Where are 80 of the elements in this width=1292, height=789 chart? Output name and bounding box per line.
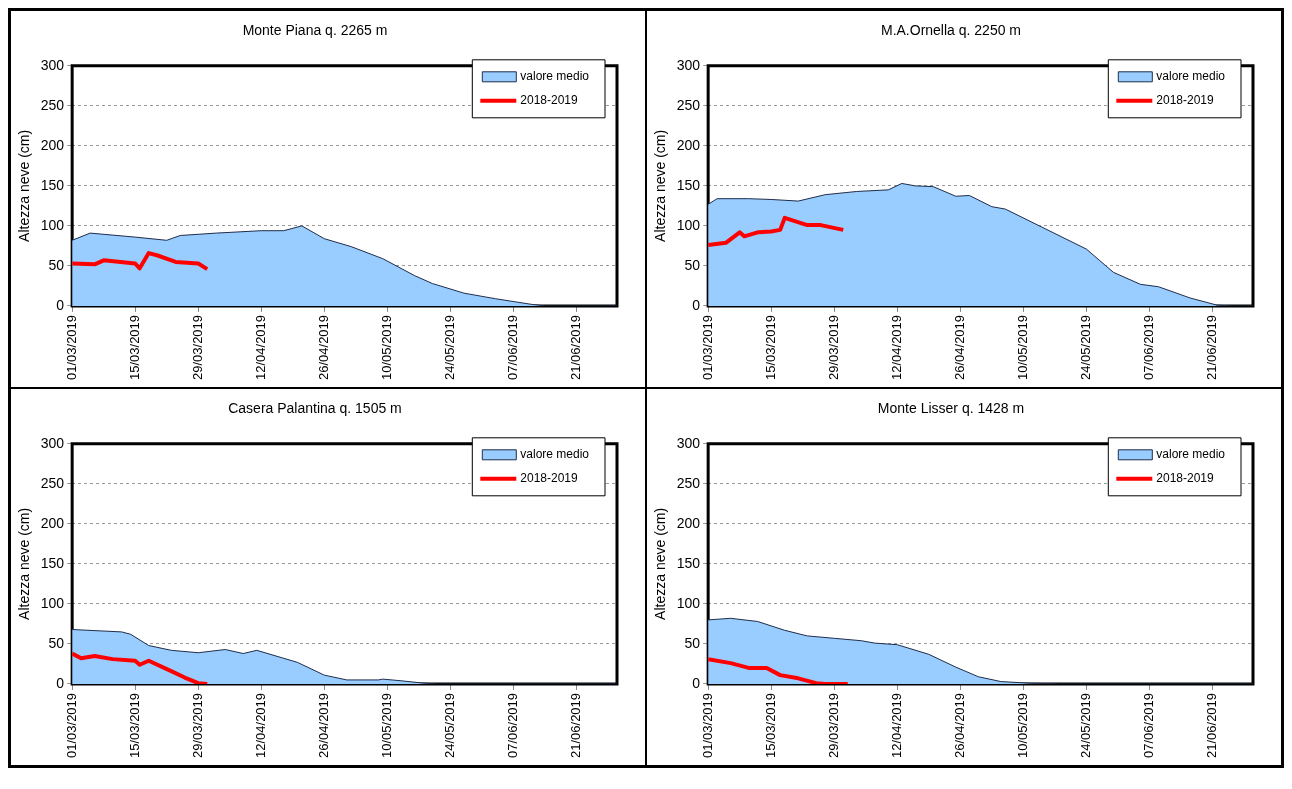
y-tick-label: 150 xyxy=(676,176,701,193)
y-tick-label: 300 xyxy=(40,434,65,451)
y-tick-label: 0 xyxy=(692,296,701,313)
x-tick-label: 21/06/2019 xyxy=(1204,314,1220,381)
x-tick-label: 26/04/2019 xyxy=(315,314,331,381)
x-tick-label: 12/04/2019 xyxy=(252,692,268,759)
x-tick-label: 26/04/2019 xyxy=(951,692,967,759)
y-tick-label: 250 xyxy=(676,474,701,491)
x-tick-label: 15/03/2019 xyxy=(762,314,778,381)
x-tick-label: 01/03/2019 xyxy=(699,692,715,759)
y-axis-title: Altezza neve (cm) xyxy=(652,129,669,242)
x-tick-label: 07/06/2019 xyxy=(505,692,521,759)
x-tick-label: 29/03/2019 xyxy=(825,314,841,381)
chart-title: Casera Palantina q. 1505 m xyxy=(228,400,402,417)
y-axis-title: Altezza neve (cm) xyxy=(652,507,669,620)
legend-label: valore medio xyxy=(1156,447,1226,462)
x-tick-label: 26/04/2019 xyxy=(951,314,967,381)
x-tick-label: 12/04/2019 xyxy=(888,314,904,381)
legend-label: 2018-2019 xyxy=(520,471,579,486)
y-tick-label: 50 xyxy=(48,634,65,651)
x-tick-label: 07/06/2019 xyxy=(505,314,521,381)
x-tick-label: 15/03/2019 xyxy=(126,314,142,381)
y-tick-label: 50 xyxy=(48,256,65,273)
legend-label: valore medio xyxy=(520,447,590,462)
chart-title: Monte Piana q. 2265 m xyxy=(242,22,388,39)
x-tick-label: 15/03/2019 xyxy=(762,692,778,759)
x-tick-label: 10/05/2019 xyxy=(1014,314,1030,381)
legend-label: 2018-2019 xyxy=(1156,471,1215,486)
y-tick-label: 50 xyxy=(684,634,701,651)
y-axis-title: Altezza neve (cm) xyxy=(16,507,33,620)
x-tick-label: 01/03/2019 xyxy=(63,692,79,759)
x-tick-label: 29/03/2019 xyxy=(825,692,841,759)
y-tick-label: 250 xyxy=(40,474,65,491)
y-tick-label: 300 xyxy=(40,56,65,73)
y-tick-label: 0 xyxy=(56,674,65,691)
y-tick-label: 0 xyxy=(56,296,65,313)
x-tick-label: 24/05/2019 xyxy=(441,692,457,759)
y-tick-label: 200 xyxy=(676,514,701,531)
x-tick-label: 07/06/2019 xyxy=(1141,314,1157,381)
x-tick-label: 07/06/2019 xyxy=(1141,692,1157,759)
chart-title: M.A.Ornella q. 2250 m xyxy=(880,22,1022,39)
x-tick-label: 01/03/2019 xyxy=(699,314,715,381)
y-tick-label: 150 xyxy=(676,554,701,571)
legend-label: valore medio xyxy=(520,69,590,84)
y-tick-label: 150 xyxy=(40,554,65,571)
legend-label: valore medio xyxy=(1156,69,1226,84)
y-tick-label: 100 xyxy=(676,216,701,233)
y-tick-label: 50 xyxy=(684,256,701,273)
y-tick-label: 200 xyxy=(676,136,701,153)
y-tick-label: 250 xyxy=(676,96,701,113)
x-tick-label: 12/04/2019 xyxy=(888,692,904,759)
x-tick-label: 12/04/2019 xyxy=(252,314,268,381)
y-tick-label: 100 xyxy=(40,594,65,611)
y-tick-label: 200 xyxy=(40,514,65,531)
x-tick-label: 10/05/2019 xyxy=(378,692,394,759)
y-tick-label: 100 xyxy=(676,594,701,611)
x-tick-label: 29/03/2019 xyxy=(189,692,205,759)
y-axis-title: Altezza neve (cm) xyxy=(16,129,33,242)
x-tick-label: 21/06/2019 xyxy=(1204,692,1220,759)
x-tick-label: 29/03/2019 xyxy=(189,314,205,381)
x-tick-label: 24/05/2019 xyxy=(1077,314,1093,381)
y-tick-label: 200 xyxy=(40,136,65,153)
legend-label: 2018-2019 xyxy=(1156,93,1215,108)
y-tick-label: 150 xyxy=(40,176,65,193)
x-tick-label: 24/05/2019 xyxy=(1077,692,1093,759)
x-tick-label: 01/03/2019 xyxy=(63,314,79,381)
y-tick-label: 250 xyxy=(40,96,65,113)
y-tick-label: 300 xyxy=(676,56,701,73)
legend-label: 2018-2019 xyxy=(520,93,579,108)
y-tick-label: 100 xyxy=(40,216,65,233)
y-tick-label: 300 xyxy=(676,434,701,451)
x-tick-label: 10/05/2019 xyxy=(378,314,394,381)
chart-title: Monte Lisser q. 1428 m xyxy=(877,400,1025,417)
x-tick-label: 21/06/2019 xyxy=(568,692,584,759)
x-tick-label: 24/05/2019 xyxy=(441,314,457,381)
x-tick-label: 21/06/2019 xyxy=(568,314,584,381)
x-tick-label: 10/05/2019 xyxy=(1014,692,1030,759)
y-tick-label: 0 xyxy=(692,674,701,691)
x-tick-label: 15/03/2019 xyxy=(126,692,142,759)
x-tick-label: 26/04/2019 xyxy=(315,692,331,759)
